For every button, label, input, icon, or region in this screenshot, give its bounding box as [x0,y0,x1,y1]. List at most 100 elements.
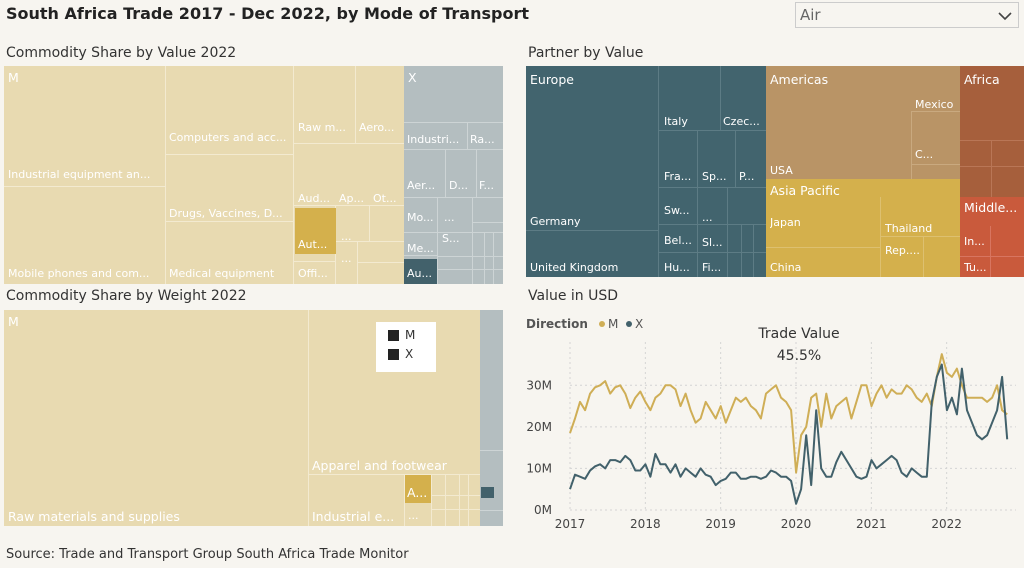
treemap-divider [459,474,460,526]
treemap-label: Mexico [915,98,954,111]
x-tick-label: 2018 [630,517,661,531]
treemap-cell-aut-selected[interactable] [295,208,336,254]
treemap-divider [484,233,485,284]
treemap-label: M [8,70,19,85]
annotation-value: 45.5% [777,348,821,364]
x-tick-label: 2022 [931,517,962,531]
treemap-divider [480,510,503,511]
treemap-label: Sp... [702,170,727,183]
treemap-cell-ot[interactable] [370,206,404,242]
treemap-cell-x[interactable] [404,66,503,284]
treemap-label: Americas [770,72,829,87]
treemap-cell-industrial[interactable] [4,66,166,284]
y-tick-label: 0M [534,503,552,517]
treemap-cell-m[interactable] [4,66,404,284]
treemap-cell-computers[interactable] [166,66,294,284]
partner-treemap: Europe Italy Czec... Germany Fra... Sp..… [526,66,1024,277]
treemap-cell-blank[interactable] [294,144,404,206]
treemap-label: Aut... [298,238,328,251]
treemap-divider [404,255,437,256]
treemap-label: Germany [530,215,581,228]
treemap-divider [476,150,477,197]
treemap-cell-x-au-selected[interactable] [404,259,437,284]
treemap-divider [659,224,766,225]
treemap-cell-americas[interactable] [766,66,960,179]
treemap-divider [166,154,294,155]
chevron-down-icon [998,12,1012,21]
treemap-label: Mo... [407,211,434,224]
legend-label-m: M [405,328,416,342]
treemap-divider [404,232,503,233]
treemap-divider [309,474,480,475]
treemap-divider [294,261,336,262]
treemap-label: Medical equipment [169,267,275,280]
treemap-label: M [8,314,19,329]
treemap-label: ... [444,211,455,224]
y-tick-label: 30M [526,378,552,392]
treemap-divider [472,197,473,284]
value-line-chart: Direction M X Trade Value 45.5% 0M 10M 20M… [526,317,1016,531]
value-treemap-title: Commodity Share by Value 2022 [6,45,237,61]
annotation-label: Trade Value [757,326,839,342]
treemap-cell-ap[interactable] [336,206,370,242]
treemap-label: United Kingdom [530,261,619,274]
treemap-cell-small[interactable] [336,242,358,284]
treemap-divider [912,111,960,112]
treemap-label: Apparel and footwear [312,458,447,473]
treemap-divider [659,187,766,188]
treemap-cell-africa[interactable] [960,66,1024,197]
treemap-label: S... [442,232,460,245]
treemap-divider [445,474,446,526]
treemap-cell-asia[interactable] [766,179,960,277]
legend-label-x[interactable]: X [635,317,643,331]
treemap-label: China [770,261,802,274]
treemap-label: Industrial e... [312,509,395,524]
legend-label-x: X [405,347,414,361]
treemap-label: Rep.... [885,244,920,257]
treemap-divider [480,450,503,451]
treemap-cell-europe[interactable] [526,66,766,277]
legend-title: Direction [526,317,588,331]
treemap-label: Ra... [470,133,495,146]
treemap-label: Middle... [964,200,1018,215]
x-axis-ticks: 2017 2018 2019 2020 2021 2022 [555,517,962,531]
treemap-divider [697,187,698,277]
treemap-label: Africa [964,72,1000,87]
treemap-label: Ot... [373,192,397,205]
treemap-divider [720,66,721,130]
x-tick-label: 2020 [781,517,812,531]
treemap-cell-x[interactable] [480,310,503,526]
treemap-divider [991,141,992,197]
treemap-divider [766,247,880,248]
treemap-divider [923,236,924,277]
x-tick-label: 2017 [555,517,586,531]
treemap-cell-a-selected[interactable] [405,475,431,503]
treemap-label: Aero... [359,121,395,134]
treemap-divider [880,197,881,277]
treemap-divider [404,474,405,526]
treemap-divider [990,226,991,277]
x-tick-label: 2021 [856,517,887,531]
usd-chart-title: Value in USD [528,288,619,304]
chart-lines [569,353,1009,505]
treemap-divider [437,256,503,257]
treemap-cell-middle-east[interactable] [960,197,1024,277]
transport-mode-dropdown[interactable]: Air [795,2,1019,28]
y-axis-ticks: 0M 10M 20M 30M [526,378,552,517]
treemap-label: ... [702,211,713,224]
treemap-divider [753,224,754,277]
treemap-label: Ap... [339,192,364,205]
treemap-cell-aero[interactable] [356,66,404,144]
treemap-label: Me... [407,242,434,255]
treemap-divider [735,130,736,187]
treemap-label: ... [341,252,352,265]
treemap-cell-raw[interactable] [294,66,356,144]
legend-label-m[interactable]: M [608,317,618,331]
weight-treemap-title: Commodity Share by Weight 2022 [6,288,247,304]
treemap-label: Bel... [664,234,692,247]
series-line-x[interactable] [569,363,1009,505]
treemap-cell-small[interactable] [358,242,404,263]
treemap-divider [493,233,494,284]
treemap-cell-x-selected[interactable] [481,487,494,498]
legend-swatch-m [388,330,399,341]
